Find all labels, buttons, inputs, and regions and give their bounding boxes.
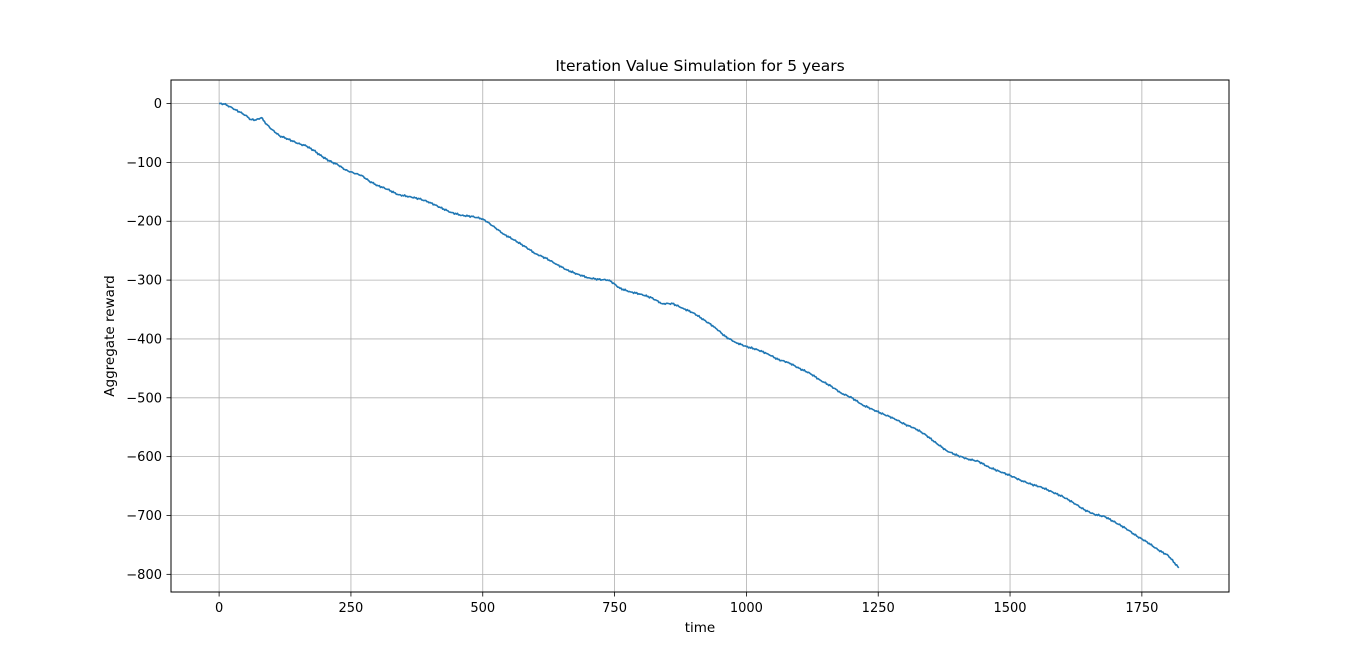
plot-background bbox=[171, 80, 1229, 592]
axis-ticks: 0 250 500 750 1000 1250 1500 1750 0 −100 −200 −300 −… bbox=[126, 97, 1158, 616]
y-tick-label: −100 bbox=[126, 156, 162, 171]
x-tick-label: 750 bbox=[602, 601, 627, 616]
y-tick-label: −600 bbox=[126, 450, 162, 465]
x-tick-label: 1250 bbox=[862, 601, 895, 616]
series-layer bbox=[219, 102, 1180, 569]
x-tick-label: 500 bbox=[470, 601, 495, 616]
x-tick-label: 1000 bbox=[730, 601, 763, 616]
chart-title: Iteration Value Simulation for 5 years bbox=[555, 57, 844, 75]
y-tick-label: 0 bbox=[154, 97, 162, 112]
y-tick-label: −500 bbox=[126, 391, 162, 406]
x-tick-label: 1750 bbox=[1125, 601, 1158, 616]
y-tick-label: −200 bbox=[126, 215, 162, 230]
x-axis-label: time bbox=[685, 620, 716, 636]
plot-frame bbox=[170, 79, 1230, 593]
grid-lines bbox=[171, 80, 1229, 592]
y-tick-label: −300 bbox=[126, 274, 162, 289]
x-tick-label: 250 bbox=[339, 601, 364, 616]
x-tick-label: 0 bbox=[215, 601, 223, 616]
y-tick-label: −400 bbox=[126, 332, 162, 347]
series-line bbox=[219, 102, 1180, 569]
x-tick-label: 1500 bbox=[993, 601, 1026, 616]
y-tick-label: −800 bbox=[126, 568, 162, 583]
y-axis-label: Aggregate reward bbox=[102, 275, 118, 396]
y-tick-label: −700 bbox=[126, 509, 162, 524]
